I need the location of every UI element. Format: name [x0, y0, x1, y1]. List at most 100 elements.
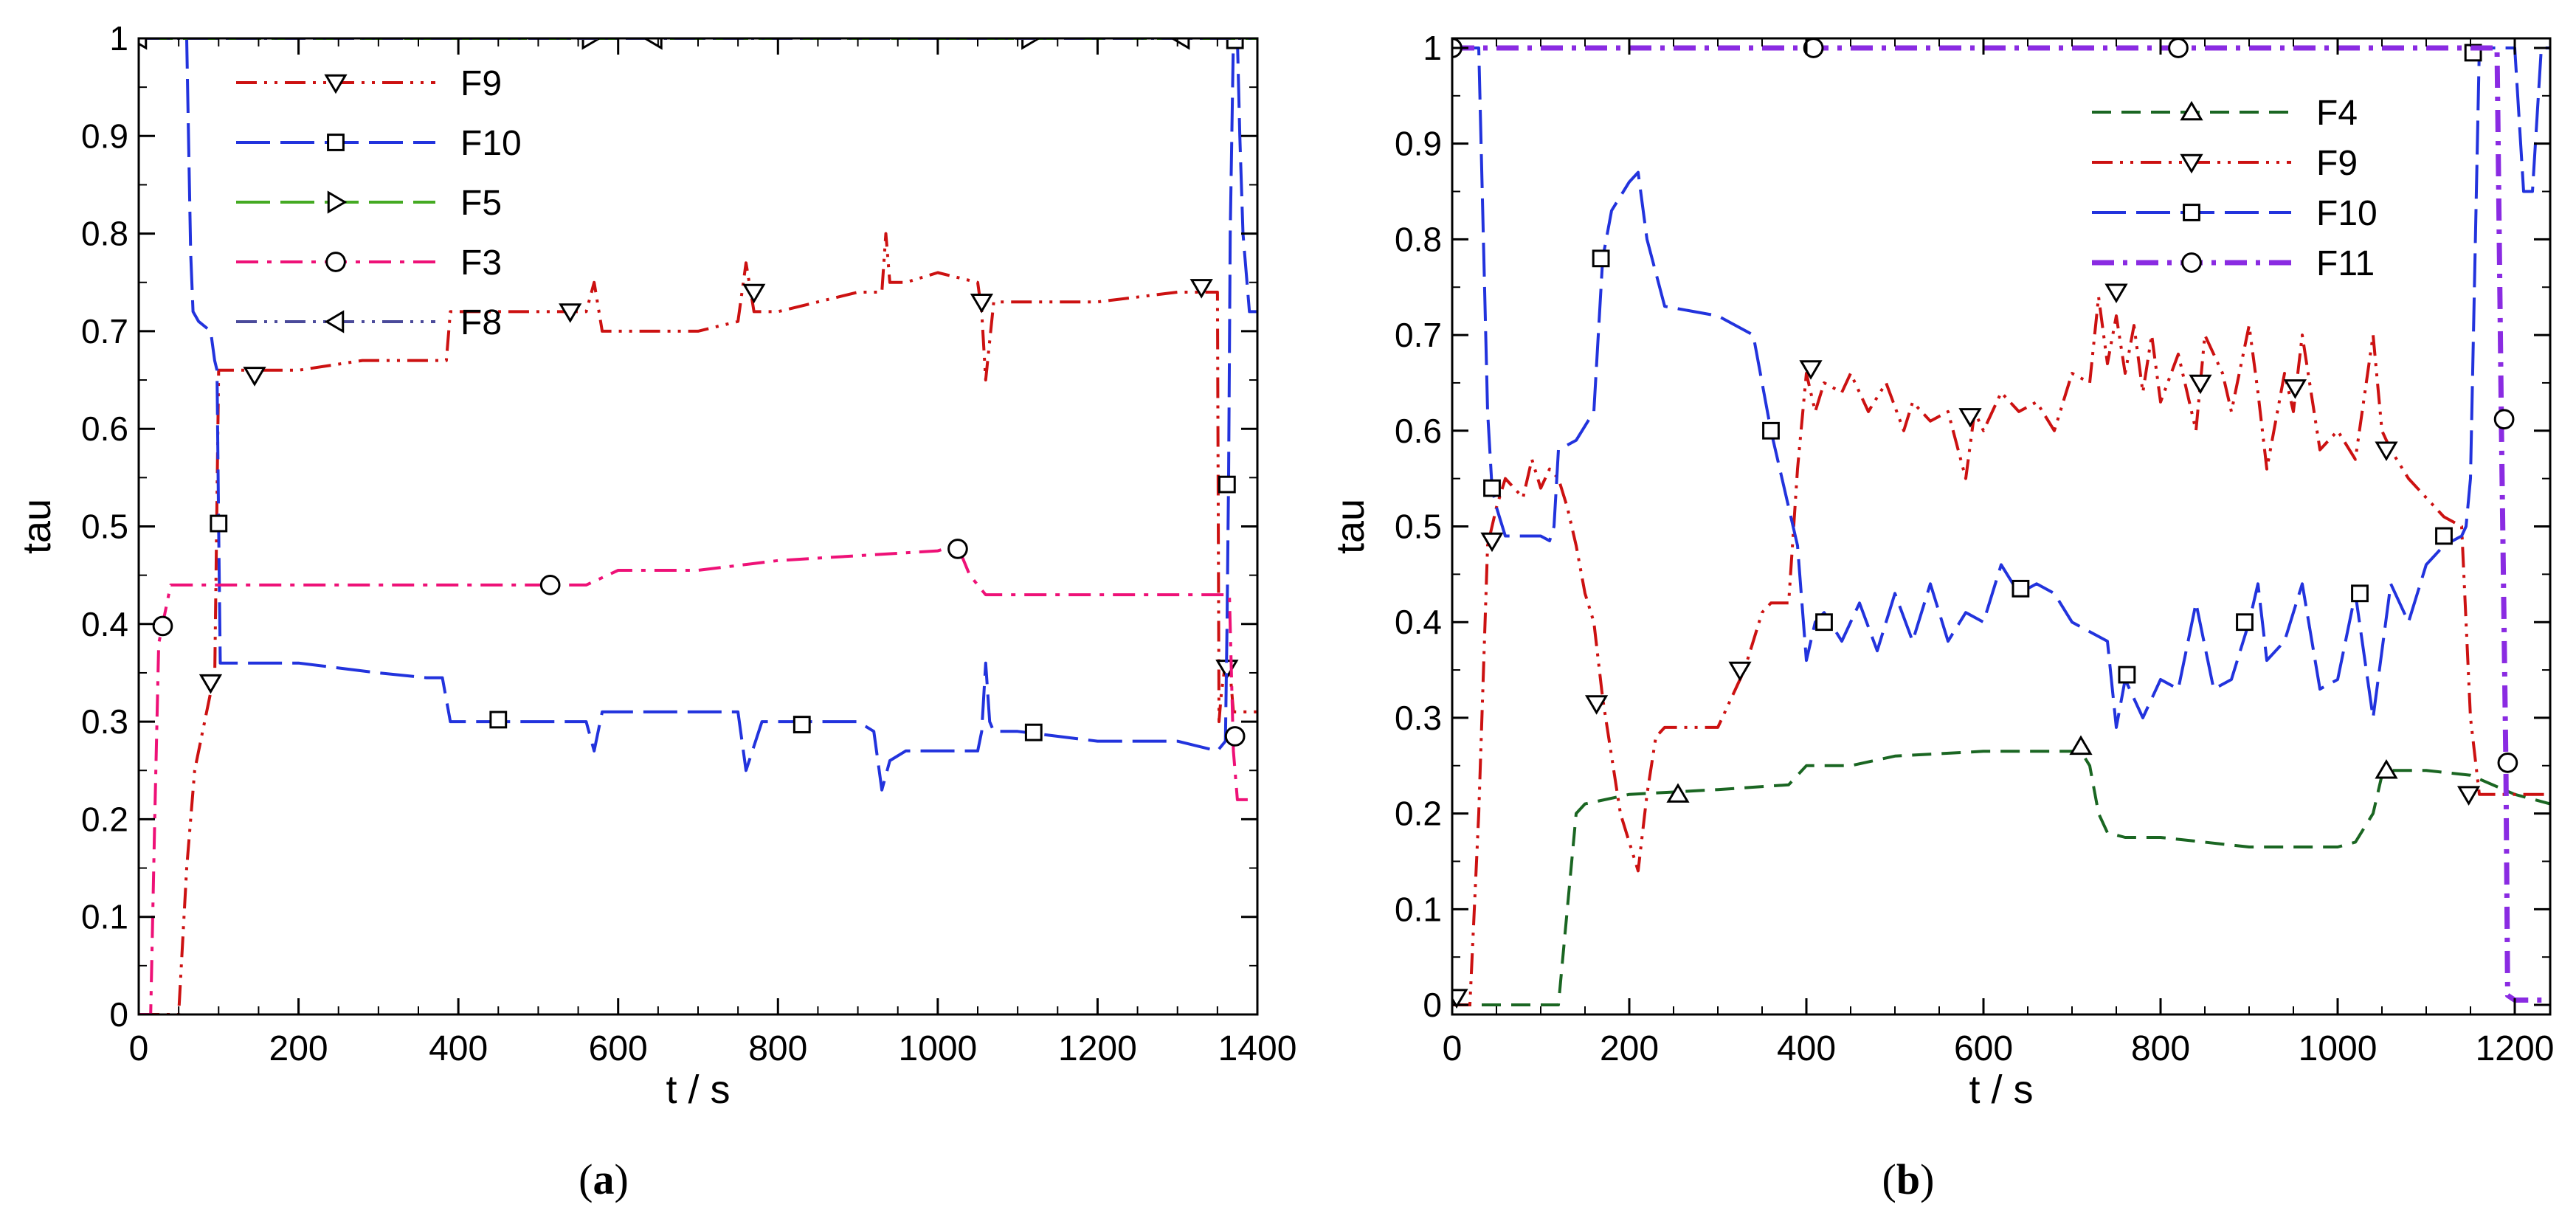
- x-tick-label: 600: [1954, 1029, 2013, 1068]
- data-point-f9: [2456, 786, 2481, 806]
- y-tick-label: 0.2: [81, 800, 128, 838]
- data-point-f9: [1480, 532, 1504, 553]
- x-tick-label: 400: [1777, 1029, 1836, 1068]
- data-point-f9: [1728, 661, 1752, 682]
- data-point-f9: [1584, 695, 1609, 715]
- data-point-f10: [1024, 723, 1043, 741]
- y-tick-label: 0.4: [1395, 603, 1442, 641]
- legend-marker-f9: [2180, 153, 2203, 174]
- legend-label-f8: F8: [460, 303, 502, 342]
- data-point-f9: [1799, 360, 1823, 380]
- legend-marker-f10: [2183, 204, 2200, 221]
- legend-label-f4: F4: [2316, 94, 2358, 133]
- legend-label-f9: F9: [460, 64, 502, 103]
- y-tick-label: 0.1: [81, 898, 128, 936]
- data-point-f9: [198, 674, 223, 694]
- panel-b-legend: F4 F9 F10 F11: [2092, 94, 2378, 283]
- legend-label-f5: F5: [460, 184, 502, 223]
- y-tick-label: 0.9: [1395, 125, 1442, 163]
- data-point-f9: [970, 293, 994, 314]
- y-tick-label: 0.2: [1395, 795, 1442, 833]
- series-line-f9: [139, 232, 1257, 1014]
- x-tick-label: 800: [2131, 1029, 2190, 1068]
- data-point-f10: [2012, 579, 2030, 598]
- data-point-f11: [2168, 38, 2189, 58]
- data-point-f3: [539, 575, 561, 595]
- data-point-f4: [2375, 758, 2398, 779]
- data-point-f9: [1452, 989, 1468, 1009]
- y-tick-label: 0.5: [1395, 508, 1442, 546]
- y-tick-label: 0.8: [81, 215, 128, 253]
- data-point-f5: [1021, 38, 1041, 50]
- y-tick-label: 0.5: [81, 508, 128, 546]
- y-tick-label: 0.7: [81, 312, 128, 350]
- data-point-f10: [793, 716, 811, 733]
- x-tick-label: 0: [1443, 1029, 1463, 1068]
- data-point-f10: [1226, 38, 1244, 49]
- data-point-f10: [2435, 527, 2453, 545]
- panel-a-ticks: 0 200 400 600 800 1000 1200 1400 0 0.1 0.2 0.3 0.4 0.…: [81, 19, 1296, 1068]
- data-point-f11: [2497, 753, 2518, 773]
- data-point-f10: [1592, 249, 1610, 268]
- legend-marker-f10: [327, 134, 345, 151]
- data-point-f4: [2069, 735, 2093, 756]
- data-point-f9: [243, 367, 266, 387]
- data-point-f10: [2118, 665, 2136, 684]
- y-tick-label: 1: [109, 19, 128, 58]
- panel-a-caption: (a): [579, 1155, 629, 1203]
- data-point-f3: [947, 539, 968, 559]
- x-tick-label: 1000: [898, 1029, 977, 1068]
- legend-label-f10: F10: [2316, 194, 2378, 233]
- panel-b-caption-letter: b: [1896, 1155, 1920, 1203]
- panel-a-y-axis-label: tau: [15, 499, 59, 554]
- data-point-f5: [581, 38, 602, 50]
- data-point-f9: [2189, 374, 2212, 395]
- data-point-f10: [210, 514, 228, 533]
- y-tick-label: 0.3: [1395, 699, 1442, 737]
- x-tick-label: 1200: [1058, 1029, 1137, 1068]
- y-tick-label: 0.6: [81, 409, 128, 448]
- y-tick-label: 0.6: [1395, 412, 1442, 450]
- data-point-f10: [1815, 613, 1833, 632]
- legend-marker-f11: [2181, 252, 2202, 273]
- data-point-f8: [1170, 38, 1190, 50]
- legend-marker-f8: [324, 310, 345, 333]
- x-tick-label: 0: [129, 1029, 149, 1068]
- panel-b: 0 200 400 600 800 1000 1200 0 0.1 0.2 0.3 0.4 0.5 0.6…: [1328, 29, 2554, 1203]
- legend-label-f9: F9: [2316, 144, 2358, 183]
- series-line-f3: [139, 544, 1257, 1014]
- data-point-f8: [139, 38, 148, 50]
- panel-a-x-axis-label: t / s: [666, 1068, 730, 1112]
- series-line-f10: [139, 38, 1257, 792]
- data-point-f10: [1762, 421, 1780, 440]
- data-point-f9: [1189, 279, 1213, 299]
- panel-a-legend: F9 F10 F5 F3 F8: [236, 64, 522, 342]
- y-tick-label: 0.9: [81, 117, 128, 155]
- data-point-f9: [559, 303, 582, 323]
- y-tick-label: 0.3: [81, 702, 128, 741]
- data-point-f10: [1483, 479, 1501, 497]
- legend-label-f3: F3: [460, 243, 502, 283]
- legend-marker-f4: [2180, 100, 2203, 121]
- panel-a-caption-letter: a: [593, 1155, 615, 1203]
- data-point-f8: [643, 38, 663, 50]
- y-tick-label: 0.4: [81, 605, 128, 643]
- panel-a: 0 200 400 600 800 1000 1200 1400 0 0.1 0.2 0.3 0.4 0.…: [15, 19, 1296, 1203]
- series-line-f9: [1452, 295, 2550, 1006]
- panel-b-y-axis-label: tau: [1328, 499, 1372, 554]
- y-tick-label: 0.7: [1395, 316, 1442, 354]
- panel-b-x-axis-label: t / s: [1969, 1068, 2033, 1112]
- legend-label-f11: F11: [2316, 244, 2375, 283]
- legend-marker-f9: [324, 74, 348, 94]
- x-tick-label: 1400: [1218, 1029, 1297, 1068]
- data-point-f9: [2375, 441, 2398, 462]
- x-tick-label: 200: [1600, 1029, 1659, 1068]
- data-point-f11: [2493, 409, 2515, 430]
- data-point-f4: [1666, 783, 1690, 803]
- y-tick-label: 0.8: [1395, 220, 1442, 258]
- x-tick-label: 400: [429, 1029, 488, 1068]
- y-tick-label: 0: [1423, 986, 1442, 1024]
- legend-label-f10: F10: [460, 124, 522, 163]
- data-point-f10: [489, 710, 508, 729]
